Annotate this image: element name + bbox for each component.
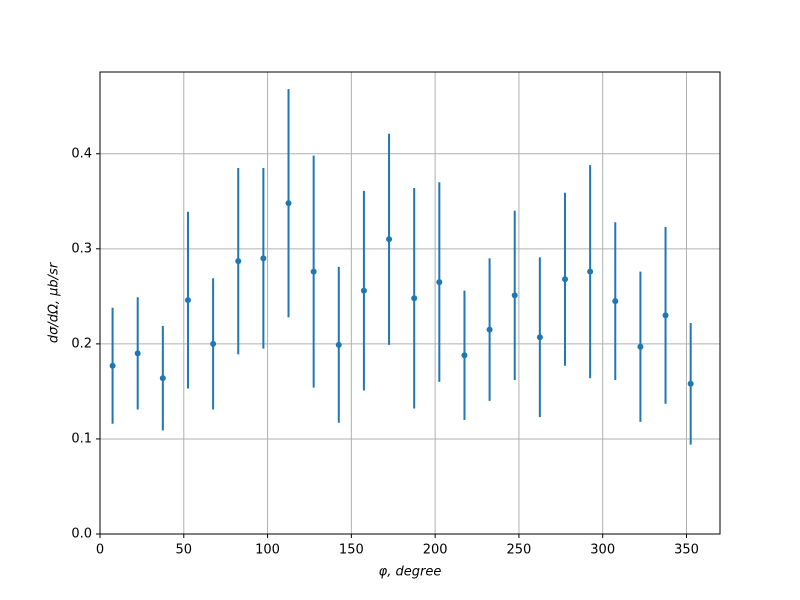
data-point xyxy=(511,292,518,299)
data-point xyxy=(411,295,418,302)
data-point xyxy=(436,279,443,286)
data-point xyxy=(386,236,393,243)
data-point xyxy=(536,334,543,341)
x-tick-label: 250 xyxy=(507,543,532,558)
x-tick-label: 300 xyxy=(590,543,615,558)
data-point xyxy=(310,268,317,275)
data-point xyxy=(360,287,367,294)
y-tick-label: 0.4 xyxy=(71,146,92,161)
data-point xyxy=(260,255,267,262)
x-tick-label: 50 xyxy=(176,543,193,558)
data-point xyxy=(562,276,568,283)
data-point xyxy=(109,362,116,369)
x-tick-label: 100 xyxy=(255,543,280,558)
x-tick-label: 0 xyxy=(96,543,104,558)
data-point xyxy=(662,312,669,319)
y-tick-label: 0.3 xyxy=(71,241,92,256)
data-point xyxy=(687,380,694,387)
y-tick-label: 0.0 xyxy=(71,527,92,542)
data-point xyxy=(637,343,644,350)
x-axis-label: φ, degree xyxy=(379,565,442,580)
y-tick-label: 0.2 xyxy=(71,336,92,351)
x-tick-label: 150 xyxy=(339,543,364,558)
y-axis-label: dσ/dΩ, μb/sr xyxy=(47,261,62,343)
data-point xyxy=(285,200,292,207)
data-point xyxy=(134,350,141,357)
data-point xyxy=(235,258,242,265)
x-tick-label: 350 xyxy=(674,543,699,558)
data-point xyxy=(486,326,493,333)
y-tick-label: 0.1 xyxy=(71,431,92,446)
data-point xyxy=(587,268,594,275)
data-point xyxy=(210,340,217,347)
data-point xyxy=(159,375,166,382)
data-point xyxy=(184,297,191,304)
data-point xyxy=(461,352,468,359)
x-tick-label: 200 xyxy=(423,543,448,558)
plot-frame xyxy=(99,71,721,535)
data-point xyxy=(612,298,619,305)
data-point xyxy=(335,341,342,348)
